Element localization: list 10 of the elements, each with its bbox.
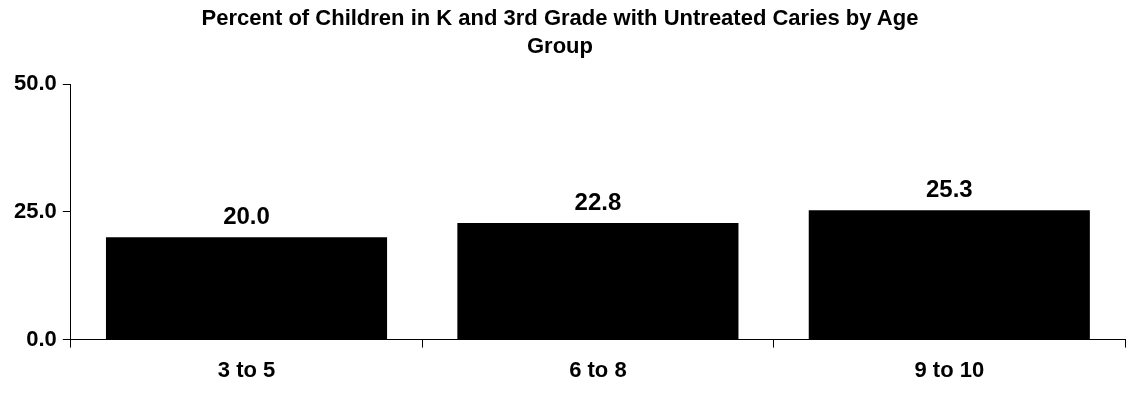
y-tick-label: 25.0	[13, 197, 57, 223]
x-tick-label: 6 to 8	[569, 356, 627, 382]
x-tick-label: 9 to 10	[914, 356, 985, 382]
y-tick-label: 50.0	[13, 70, 57, 96]
data-label: 20.0	[223, 201, 270, 229]
chart-title: Percent of Children in K and 3rd Grade with Untreated Caries by Age Group	[200, 4, 920, 60]
x-tick-label: 3 to 5	[217, 356, 276, 382]
data-label: 22.8	[574, 187, 622, 215]
y-tick-label: 0.0	[26, 325, 57, 351]
data-label: 25.3	[925, 174, 973, 202]
